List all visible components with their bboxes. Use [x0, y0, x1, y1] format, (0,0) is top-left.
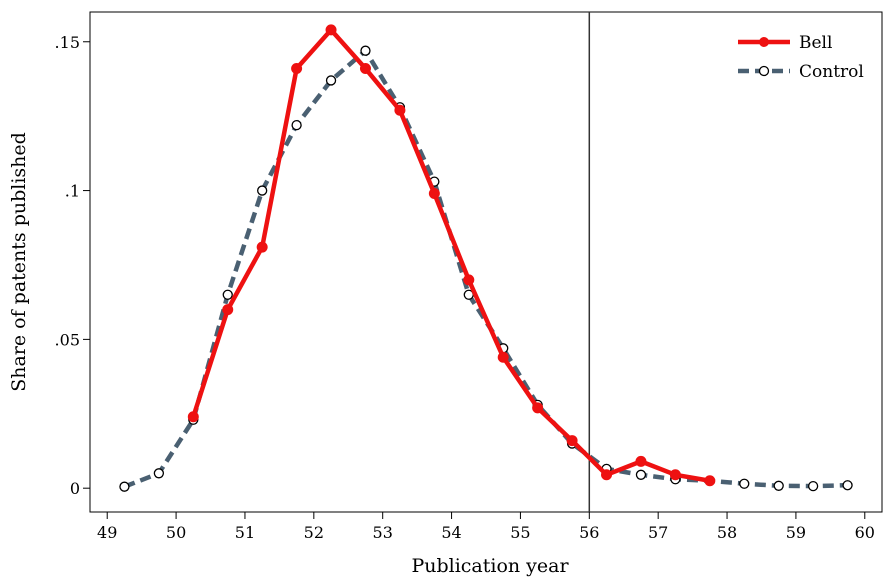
control-data-point [257, 185, 268, 196]
bell-data-point [566, 435, 578, 447]
control-series-line [123, 48, 848, 489]
bell-data-point [394, 104, 406, 116]
x-tick-label: 50 [166, 523, 186, 542]
control-data-point [773, 480, 784, 491]
x-axis: 49 50 51 52 53 54 55 56 57 58 59 60 [97, 512, 875, 542]
series-layer [119, 24, 853, 492]
x-tick-label: 58 [717, 523, 737, 542]
bell-data-point [601, 469, 613, 481]
x-tick-label: 60 [855, 523, 875, 542]
x-tick-label: 54 [441, 523, 461, 542]
control-data-point [635, 469, 647, 480]
y-tick-label: .05 [55, 330, 80, 349]
x-tick-label: 56 [579, 523, 599, 542]
y-tick-label: .1 [65, 182, 80, 201]
bell-data-point [222, 304, 234, 316]
bell-data-point [291, 63, 303, 75]
x-tick-label: 53 [373, 523, 393, 542]
bell-data-point [463, 274, 475, 286]
bell-data-point [704, 475, 716, 487]
legend-bell-label: Bell [799, 33, 832, 53]
bell-series-line [191, 27, 711, 483]
plot-frame [89, 11, 883, 513]
bell-data-point [187, 411, 199, 423]
bell-data-point [325, 24, 337, 36]
bell-data-point [635, 455, 647, 467]
legend: Bell Control [738, 33, 864, 82]
x-tick-label: 57 [648, 523, 668, 542]
y-tick-label: .15 [55, 33, 80, 52]
control-data-point [842, 480, 853, 491]
y-tick-label: 0 [70, 479, 80, 498]
x-tick-label: 51 [235, 523, 255, 542]
bell-data-point [256, 241, 268, 253]
control-data-point [325, 75, 337, 86]
x-axis-title: Publication year [411, 555, 569, 577]
x-tick-label: 52 [304, 523, 324, 542]
control-data-point [739, 478, 750, 489]
bell-data-point [497, 351, 509, 363]
legend-control-marker [758, 65, 770, 77]
y-axis-title: Share of patents published [8, 132, 30, 392]
y-axis: 0 .05 .1 .15 [55, 33, 90, 498]
bell-data-point [532, 402, 544, 414]
control-data-point [119, 481, 130, 492]
control-data-point [291, 119, 302, 131]
control-data-point [153, 468, 165, 479]
x-tick-label: 59 [786, 523, 806, 542]
x-tick-label: 55 [510, 523, 530, 542]
control-data-point [807, 480, 819, 492]
legend-control-label: Control [799, 62, 864, 82]
bell-data-point [428, 188, 440, 200]
bell-data-point [359, 63, 371, 75]
bell-data-point [669, 469, 681, 481]
control-data-point [222, 289, 233, 300]
legend-bell-marker [759, 37, 769, 47]
control-data-point [360, 45, 371, 56]
x-tick-label: 49 [97, 523, 117, 542]
